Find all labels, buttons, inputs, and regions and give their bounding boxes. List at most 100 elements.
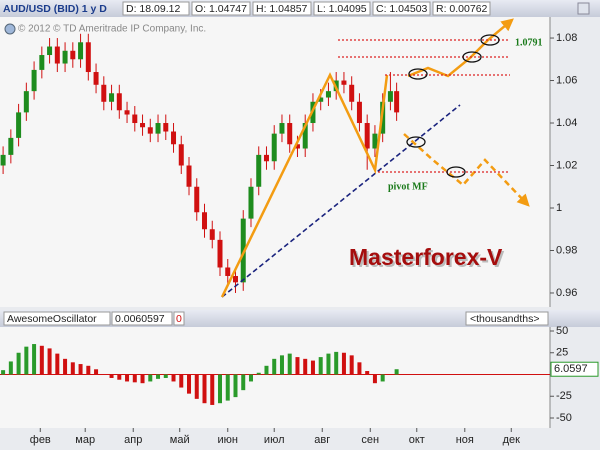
osc-bar [187, 374, 192, 394]
osc-bar [272, 358, 277, 375]
osc-bar [225, 374, 230, 401]
osc-bar [16, 352, 21, 375]
osc-bar [179, 374, 184, 388]
candle-body [163, 123, 169, 132]
marker-ellipse [406, 136, 426, 148]
x-tick-label: окт [409, 434, 425, 446]
osc-bar [202, 374, 207, 404]
candle-body [394, 91, 400, 113]
osc-current: 0.0060597 [115, 313, 165, 325]
osc-bar [148, 374, 153, 382]
osc-bar [326, 353, 331, 375]
candle-body [171, 131, 177, 145]
value-tag: 6.0597 [554, 363, 588, 375]
x-tick-label: июн [218, 434, 238, 446]
osc-title: AwesomeOscillator [7, 313, 97, 325]
marker-ellipse [480, 34, 500, 46]
y-tick-label: 1.02 [556, 159, 577, 171]
y-tick-label: 1.06 [556, 74, 577, 86]
osc-bar [132, 374, 137, 383]
osc-bar [63, 358, 68, 375]
marker-ellipse [462, 51, 482, 63]
osc-bar [86, 365, 91, 375]
x-tick-label: авг [314, 434, 330, 446]
pivot-label: pivot MF [388, 181, 428, 192]
candle-body [263, 154, 269, 162]
candle-body [372, 133, 378, 149]
y-tick-label: -25 [556, 390, 572, 402]
candle-body [140, 123, 146, 128]
osc-bar [287, 353, 292, 375]
marker-ellipse [408, 68, 428, 80]
candle-body [132, 114, 138, 124]
candle-body [109, 93, 115, 102]
wave-line [220, 72, 389, 298]
y-tick-label: 1.04 [556, 117, 577, 129]
watermark: Masterforex-V [349, 244, 503, 270]
close-button[interactable] [577, 2, 590, 15]
osc-units: <thousandths> [470, 313, 539, 325]
osc-chart: 50 25 -25 -50 фев мар апр май июн июл авг сен окт ноя… [0, 325, 599, 446]
projection-down [403, 133, 530, 207]
candle-body [16, 112, 22, 138]
osc-bar [109, 374, 114, 378]
osc-bar [349, 355, 354, 375]
osc-bar [39, 345, 44, 375]
osc-bar [125, 374, 130, 382]
date: D: 18.09.12 [126, 3, 180, 15]
candle-body [225, 267, 231, 276]
projection-up [407, 18, 514, 78]
osc-bar [156, 374, 161, 379]
osc-bar [380, 374, 385, 382]
symbol: AUD/USD (BID) 1 y D [3, 3, 107, 15]
osc-bar [55, 353, 60, 375]
candle-body [194, 186, 200, 213]
candle-body [78, 42, 84, 60]
osc-bar [70, 362, 75, 375]
osc-bar [256, 372, 261, 375]
y-tick-label: 25 [556, 347, 568, 359]
high: H: 1.04857 [256, 3, 308, 15]
candle-body [124, 110, 130, 115]
candle-body [209, 229, 215, 240]
value-tag-box [550, 361, 599, 377]
candle-body [0, 154, 6, 166]
x-tick-label: ноя [456, 434, 474, 446]
candle-body [47, 46, 53, 56]
candle-body [349, 84, 355, 102]
osc-bar [163, 374, 168, 378]
candle-body [202, 212, 208, 230]
marker-ellipse [446, 166, 466, 178]
candle-body [318, 97, 324, 102]
y-tick-label: 1.08 [556, 32, 577, 44]
osc-bar [94, 369, 99, 375]
field-box [465, 311, 549, 326]
osc-bar [279, 355, 284, 375]
x-tick-label: сен [361, 434, 379, 446]
level-label: 1.0791 [515, 37, 543, 48]
candle-body [341, 80, 347, 85]
field-box [173, 311, 185, 326]
osc-bar [248, 374, 253, 382]
field-box [372, 1, 431, 16]
osc-bar [233, 374, 238, 398]
osc-bar [171, 374, 176, 382]
osc-bar [310, 360, 315, 375]
candle-body [147, 127, 153, 134]
candle-body [186, 165, 192, 187]
osc-bar [341, 352, 346, 375]
candle-body [39, 55, 45, 70]
candle-body [248, 186, 254, 219]
osc-bar [318, 357, 323, 375]
osc-bar [194, 374, 199, 399]
range: R: 0.00762 [436, 3, 488, 15]
candle-body [232, 275, 238, 283]
y-tick-label: 50 [556, 325, 568, 337]
osc-bar [1, 370, 6, 375]
field-box [191, 1, 251, 16]
osc-bar [140, 374, 145, 384]
osc-bar [295, 357, 300, 375]
candle-body [8, 137, 14, 155]
candle-body [217, 239, 223, 268]
open: O: 1.04747 [195, 3, 247, 15]
